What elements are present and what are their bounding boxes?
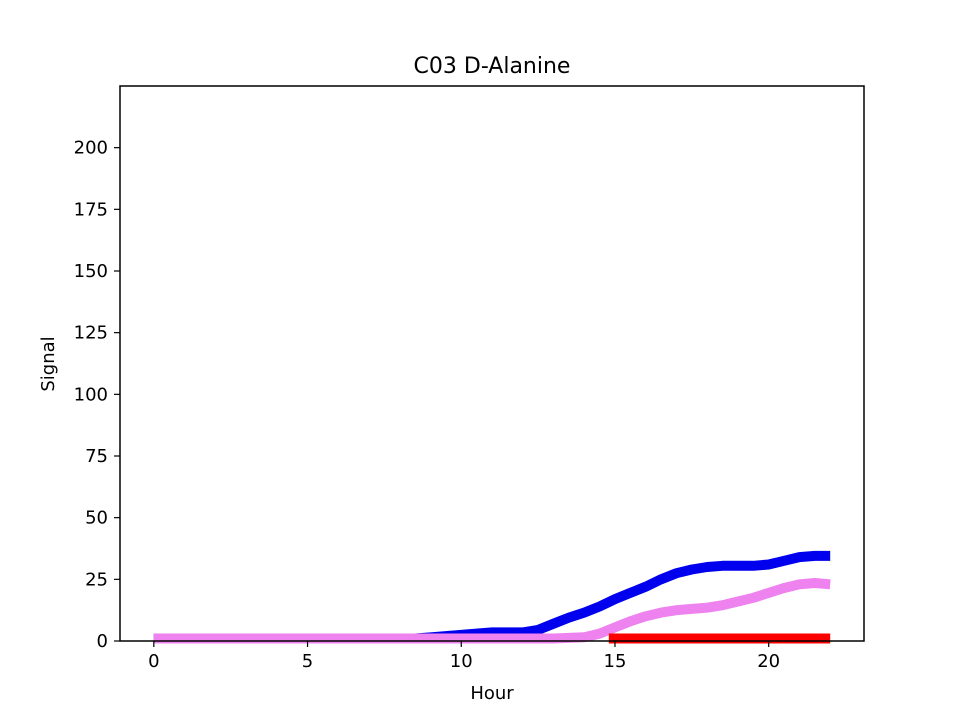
plot-lines <box>153 550 831 644</box>
x-tick-label: 0 <box>148 651 159 672</box>
x-tick-label: 15 <box>604 651 627 672</box>
y-tick-label: 50 <box>85 508 108 529</box>
y-tick-label: 175 <box>74 199 108 220</box>
y-tick-label: 100 <box>74 384 108 405</box>
y-tick-label: 150 <box>74 261 108 282</box>
x-axis-label: Hour <box>470 683 514 704</box>
x-axis-ticks: 0 5 10 15 20 <box>148 641 780 672</box>
series-line-1 <box>153 578 831 644</box>
chart-title: C03 D-Alanine <box>414 54 571 79</box>
x-tick-label: 20 <box>757 651 780 672</box>
y-axis-label: Signal <box>38 336 59 391</box>
series-line-0 <box>153 550 831 644</box>
x-tick-label: 5 <box>302 651 313 672</box>
y-tick-label: 25 <box>85 569 108 590</box>
y-tick-label: 200 <box>74 138 108 159</box>
y-tick-label: 125 <box>74 323 108 344</box>
x-tick-label: 10 <box>450 651 473 672</box>
y-axis-ticks: 0 25 50 75 100 125 150 175 200 <box>74 138 120 652</box>
y-tick-label: 75 <box>85 446 108 467</box>
plot-frame <box>119 85 865 642</box>
y-tick-label: 0 <box>97 631 108 652</box>
